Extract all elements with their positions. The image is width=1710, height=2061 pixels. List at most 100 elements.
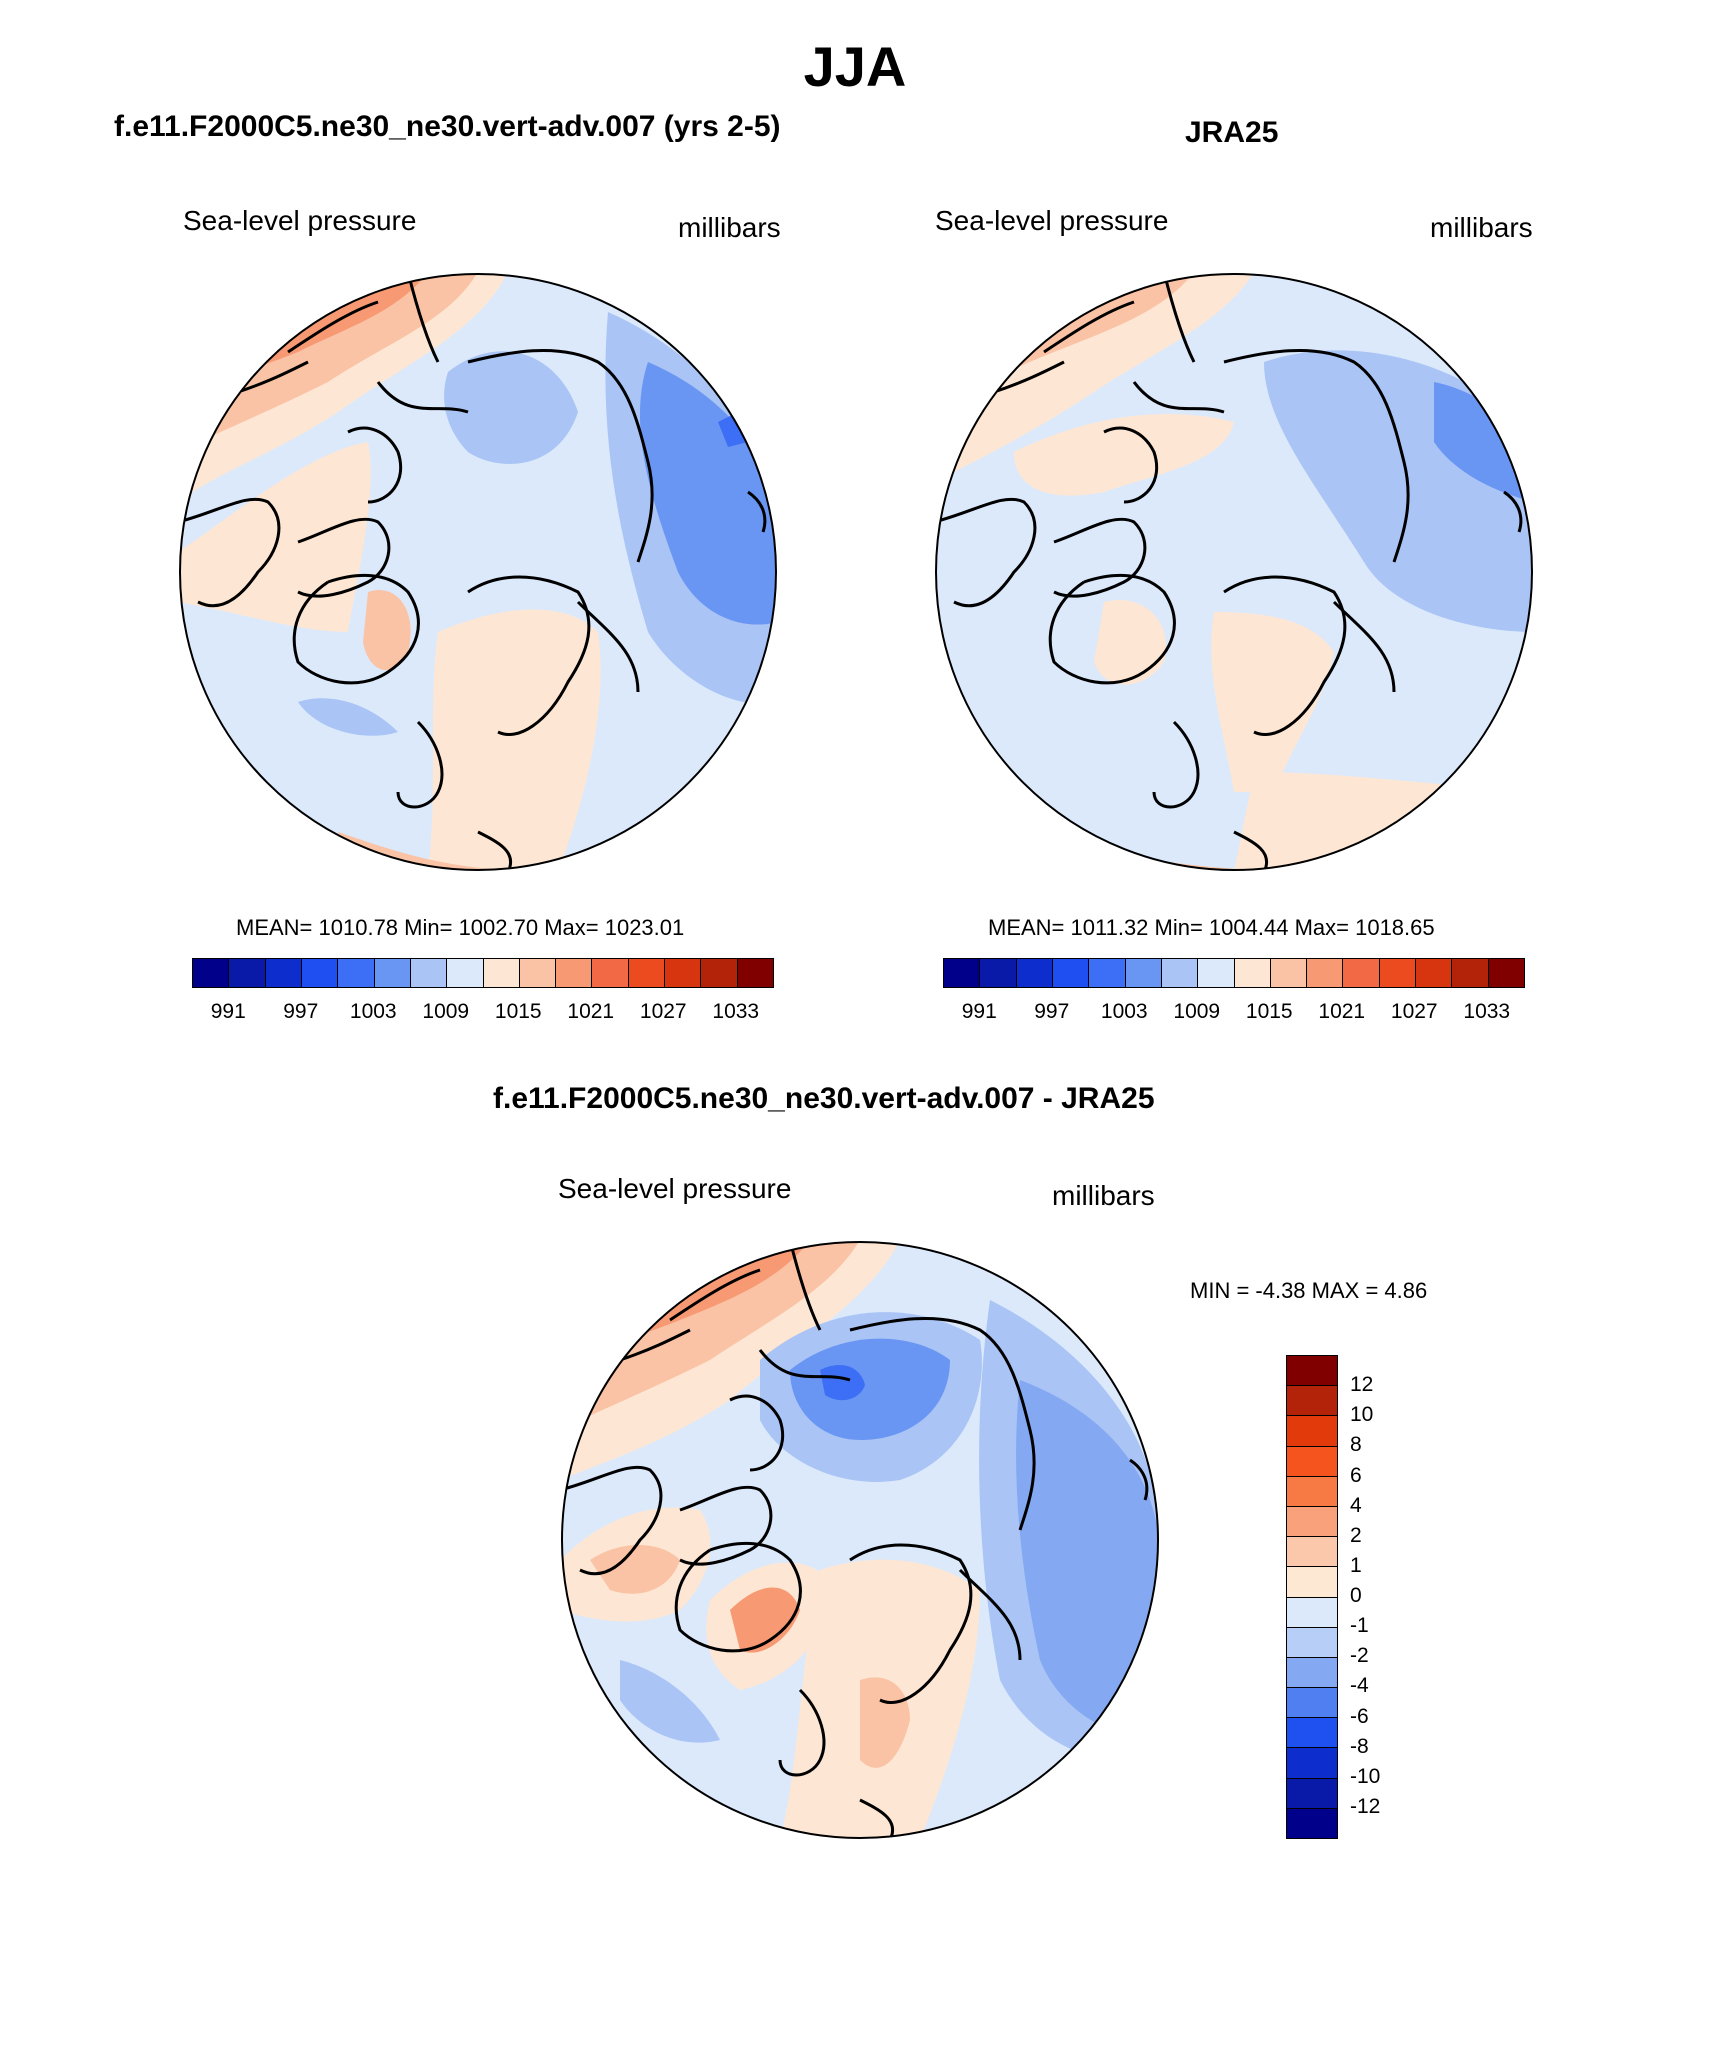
colorbar-swatch bbox=[1287, 1627, 1337, 1658]
colorbar-swatch bbox=[1287, 1778, 1337, 1809]
colorbar-swatch bbox=[483, 959, 520, 987]
colorbar-tick-label: -2 bbox=[1350, 1644, 1369, 1668]
panel3-colorbar bbox=[1286, 1355, 1338, 1839]
colorbar-tick-label: 1003 bbox=[1100, 1000, 1148, 1023]
panel3-polar-map bbox=[561, 1241, 1159, 1839]
colorbar-swatch bbox=[701, 959, 738, 987]
panel2-stats: MEAN= 1011.32 Min= 1004.44 Max= 1018.65 bbox=[988, 915, 1435, 940]
panel1-polar-map bbox=[179, 273, 777, 871]
colorbar-swatch bbox=[1089, 959, 1126, 987]
colorbar-swatch bbox=[193, 959, 230, 987]
panel1-units-label: millibars bbox=[678, 212, 781, 243]
colorbar-swatch bbox=[556, 959, 593, 987]
colorbar-swatch bbox=[737, 959, 773, 987]
panel3-stats: MIN = -4.38 MAX = 4.86 bbox=[1190, 1278, 1428, 1303]
colorbar-swatch bbox=[1488, 959, 1524, 987]
colorbar-swatch bbox=[1416, 959, 1453, 987]
colorbar-swatch bbox=[447, 959, 484, 987]
colorbar-swatch bbox=[1287, 1506, 1337, 1538]
colorbar-tick-label: -12 bbox=[1350, 1794, 1381, 1818]
panel3-coastlines bbox=[562, 1242, 1149, 1838]
colorbar-swatch bbox=[1161, 959, 1199, 987]
panel3-colorbar-ticks: 12 10 8 6 4 2 1 0 -1 -2 -4 -6 -8 -10 -12 bbox=[1350, 1355, 1410, 1837]
colorbar-swatch bbox=[1287, 1748, 1337, 1779]
colorbar-swatch bbox=[265, 959, 302, 987]
colorbar-swatch bbox=[1287, 1356, 1337, 1387]
colorbar-swatch bbox=[1198, 959, 1235, 987]
colorbar-swatch bbox=[944, 959, 981, 987]
colorbar-tick-label: -6 bbox=[1350, 1704, 1369, 1728]
panel1-title: f.e11.F2000C5.ne30_ne30.vert-adv.007 (yr… bbox=[114, 110, 781, 143]
colorbar-tick-label: 1003 bbox=[349, 1000, 397, 1023]
panel1-warm-greenland bbox=[363, 590, 411, 671]
colorbar-tick-label: 1033 bbox=[1463, 1000, 1511, 1023]
colorbar-swatch bbox=[1379, 959, 1417, 987]
colorbar-swatch bbox=[1287, 1597, 1337, 1628]
panel3-red-greenland bbox=[730, 1587, 800, 1653]
panel3-blue-pacific-core bbox=[1016, 1380, 1158, 1740]
panel3-blue-atlantic bbox=[620, 1660, 720, 1743]
panel2-polar-map bbox=[935, 273, 1533, 871]
colorbar-tick-label: 1009 bbox=[422, 1000, 470, 1023]
colorbar-swatch bbox=[592, 959, 629, 987]
colorbar-tick-label: -4 bbox=[1350, 1674, 1369, 1698]
colorbar-swatch bbox=[1016, 959, 1053, 987]
colorbar-swatch bbox=[338, 959, 375, 987]
colorbar-swatch bbox=[1343, 959, 1380, 987]
colorbar-swatch bbox=[301, 959, 339, 987]
colorbar-swatch bbox=[665, 959, 702, 987]
panel2-warm-europe bbox=[1211, 612, 1334, 792]
panel1-colorbar bbox=[192, 958, 774, 988]
panel1-coastlines bbox=[180, 274, 767, 870]
colorbar-swatch bbox=[1287, 1688, 1337, 1719]
panel1-colorbar-ticks: 991 997 1003 1009 1015 1021 1027 1033 bbox=[192, 1000, 772, 1028]
panel2-warm-canada bbox=[1014, 413, 1234, 496]
colorbar-tick-label: 1021 bbox=[1318, 1000, 1366, 1023]
panel2-colorbar bbox=[943, 958, 1525, 988]
colorbar-swatch bbox=[1287, 1537, 1337, 1568]
panel2-colorbar-ticks: 991 997 1003 1009 1015 1021 1027 1033 bbox=[943, 1000, 1523, 1028]
panel2-variable-label: Sea-level pressure bbox=[935, 205, 1169, 236]
panel2-coastlines bbox=[936, 274, 1523, 870]
colorbar-tick-label: -8 bbox=[1350, 1734, 1369, 1758]
colorbar-swatch bbox=[1307, 959, 1344, 987]
colorbar-tick-label: 8 bbox=[1350, 1433, 1362, 1457]
colorbar-tick-label: 1033 bbox=[712, 1000, 760, 1023]
figure-title: JJA bbox=[803, 35, 907, 98]
panel2-warm-greenland bbox=[1094, 600, 1166, 685]
colorbar-tick-label: 6 bbox=[1350, 1463, 1362, 1487]
colorbar-swatch bbox=[410, 959, 448, 987]
panel3-red-canada bbox=[590, 1545, 680, 1594]
colorbar-swatch bbox=[980, 959, 1017, 987]
colorbar-tick-label: 1015 bbox=[494, 1000, 542, 1023]
colorbar-swatch bbox=[1287, 1416, 1337, 1447]
colorbar-tick-label: 991 bbox=[961, 1000, 997, 1023]
panel3-red-europe bbox=[860, 1677, 910, 1768]
panel2-units-label: millibars bbox=[1430, 212, 1533, 243]
panel1-warm-europe bbox=[428, 609, 601, 870]
colorbar-tick-label: 991 bbox=[210, 1000, 246, 1023]
panel1-stats: MEAN= 1010.78 Min= 1002.70 Max= 1023.01 bbox=[236, 915, 685, 940]
colorbar-tick-label: 1027 bbox=[639, 1000, 687, 1023]
colorbar-tick-label: 1 bbox=[1350, 1553, 1362, 1577]
colorbar-swatch bbox=[1287, 1718, 1337, 1749]
panel2-blue-pacific-core bbox=[1434, 382, 1532, 502]
colorbar-tick-label: 10 bbox=[1350, 1403, 1374, 1427]
colorbar-tick-label: 997 bbox=[283, 1000, 319, 1023]
colorbar-swatch bbox=[1287, 1476, 1337, 1507]
colorbar-tick-label: 997 bbox=[1034, 1000, 1070, 1023]
panel1-blue-arctic bbox=[444, 351, 578, 464]
panel3-variable-label: Sea-level pressure bbox=[558, 1173, 792, 1204]
colorbar-swatch bbox=[1234, 959, 1271, 987]
colorbar-tick-label: 12 bbox=[1350, 1373, 1374, 1397]
panel2-title: JRA25 bbox=[1185, 116, 1279, 149]
panel3-units-label: millibars bbox=[1052, 1180, 1155, 1211]
colorbar-tick-label: 4 bbox=[1350, 1493, 1362, 1517]
colorbar-swatch bbox=[1125, 959, 1162, 987]
panel3-title: f.e11.F2000C5.ne30_ne30.vert-adv.007 - J… bbox=[493, 1082, 1155, 1115]
colorbar-swatch bbox=[1287, 1657, 1337, 1689]
colorbar-tick-label: 1021 bbox=[567, 1000, 615, 1023]
colorbar-tick-label: 0 bbox=[1350, 1584, 1362, 1607]
colorbar-swatch bbox=[374, 959, 411, 987]
colorbar-swatch bbox=[1452, 959, 1489, 987]
